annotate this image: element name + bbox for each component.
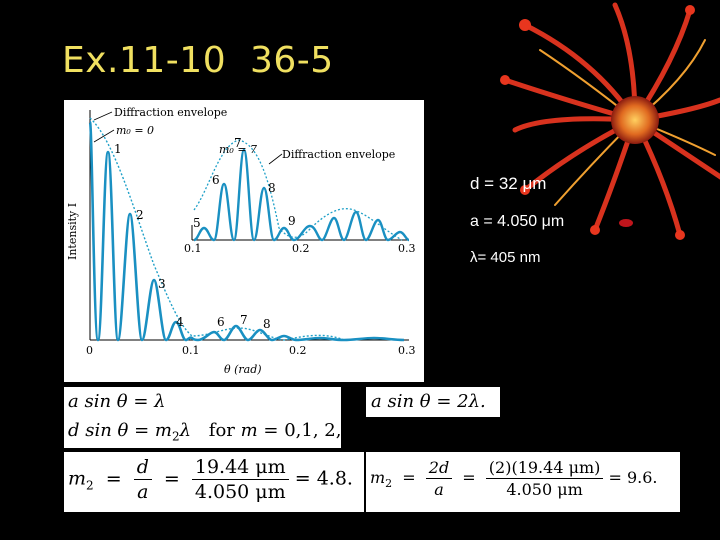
y-axis-label: Intensity I — [66, 203, 79, 260]
equation-box-4: m2 = 2d a = (2)(19.44 μm) 4.050 μm = 9.6. — [366, 452, 680, 512]
main-tick-0-2: 0.2 — [289, 344, 307, 357]
inset-peak-7: 7 — [234, 136, 242, 150]
inset-intensity-curve — [193, 148, 410, 242]
main-diffraction-envelope — [89, 117, 345, 341]
inset-tick-0-3: 0.3 — [398, 242, 416, 255]
envelope-label-main: Diffraction envelope — [114, 106, 227, 119]
inset-peak-5: 5 — [193, 216, 201, 230]
m0-pointer — [93, 129, 115, 143]
inset-peak-8: 8 — [268, 181, 276, 195]
equation-second-minimum: a sin θ = 2λ. — [371, 391, 486, 412]
main-tick-0: 0 — [86, 344, 93, 357]
decorative-sun-ornament — [500, 2, 720, 240]
main-tick-0-1: 0.1 — [182, 344, 200, 357]
intensity-figure: 0 0.1 0.2 0.3 θ (rad) Intensity I Diffra… — [64, 100, 424, 382]
peak-label-8: 8 — [263, 317, 271, 331]
inset-tick-0-2: 0.2 — [292, 242, 310, 255]
equation-bright-fringe: d sin θ = m2λ for m = 0,1, 2,K — [68, 420, 354, 444]
param-a: a = 4.050 μm — [470, 213, 565, 230]
equation-box-1: a sin θ = λ d sin θ = m2λ for m = 0,1, 2… — [64, 387, 354, 448]
inset-m0-label: m₀ = 7 — [219, 143, 257, 156]
peak-label-3: 3 — [158, 277, 166, 291]
param-d: d = 32 μm — [470, 174, 547, 193]
slide-title: Ex.11-10 36-5 — [62, 40, 334, 81]
peak-label-6: 6 — [217, 315, 225, 329]
inset-peak-6: 6 — [212, 173, 220, 187]
decorative-dot — [619, 219, 633, 227]
main-intensity-curve — [88, 120, 405, 342]
peak-label-7: 7 — [240, 313, 248, 327]
envelope-pointer — [93, 111, 113, 121]
inset-peak-9: 9 — [288, 214, 296, 228]
param-lambda: λ= 405 nm — [470, 249, 541, 266]
main-tick-0-3: 0.3 — [398, 344, 416, 357]
intensity-plot: 0 0.1 0.2 0.3 θ (rad) Intensity I Diffra… — [66, 106, 416, 376]
inset-plot: 0.1 0.2 0.3 m₀ = 7 Diffraction envelope … — [184, 136, 416, 255]
inset-envelope — [193, 139, 403, 241]
peak-label-2: 2 — [136, 208, 144, 222]
equation-box-2: a sin θ = 2λ. — [366, 387, 500, 417]
peak-label-1: 1 — [114, 142, 122, 156]
peak-label-4: 4 — [176, 315, 184, 329]
inset-envelope-pointer — [268, 153, 283, 165]
inset-tick-0-1: 0.1 — [184, 242, 202, 255]
equation-m2-double: m2 = 2d a = (2)(19.44 μm) 4.050 μm = 9.6. — [370, 458, 658, 499]
x-axis-label: θ (rad) — [224, 363, 262, 376]
m0-label: m₀ = 0 — [116, 124, 154, 137]
equation-first-minimum: a sin θ = λ — [68, 391, 166, 412]
inset-envelope-label: Diffraction envelope — [282, 148, 395, 161]
